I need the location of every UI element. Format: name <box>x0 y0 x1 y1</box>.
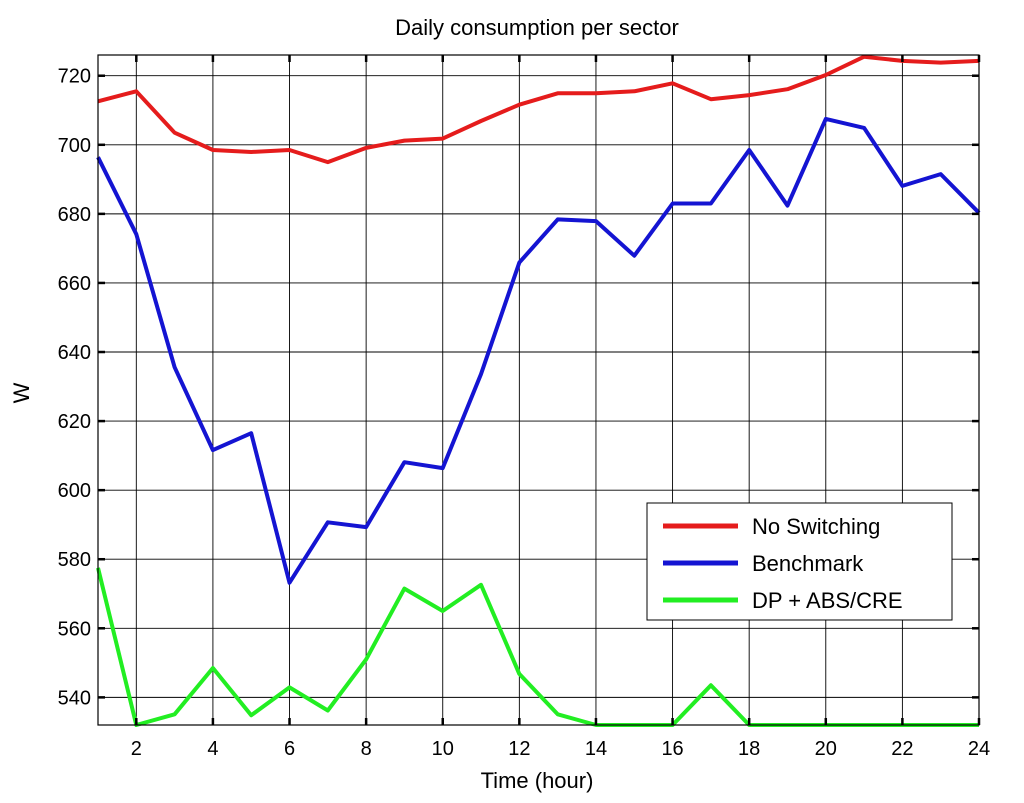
x-tick-label: 4 <box>207 738 218 760</box>
y-tick-label: 640 <box>58 342 91 364</box>
y-axis-label: W <box>9 382 34 403</box>
legend-label: Benchmark <box>752 551 864 576</box>
y-tick-label: 680 <box>58 204 91 226</box>
y-tick-label: 660 <box>58 273 91 295</box>
x-axis-label: Time (hour) <box>481 768 594 793</box>
x-tick-label: 12 <box>508 738 530 760</box>
legend: No Switching Benchmark DP + ABS/CRE <box>646 502 953 621</box>
x-tick-label: 8 <box>361 738 372 760</box>
x-tick-label: 22 <box>891 738 913 760</box>
y-tick-label: 620 <box>58 411 91 433</box>
x-tick-label: 16 <box>661 738 683 760</box>
x-tick-label: 2 <box>131 738 142 760</box>
x-tick-label: 20 <box>815 738 837 760</box>
y-tick-label: 600 <box>58 480 91 502</box>
x-tick-label: 18 <box>738 738 760 760</box>
legend-label: DP + ABS/CRE <box>752 588 903 613</box>
x-tick-label: 6 <box>284 738 295 760</box>
y-tick-label: 560 <box>58 618 91 640</box>
x-tick-label: 10 <box>432 738 454 760</box>
y-tick-label: 720 <box>58 66 91 88</box>
plot-area-border <box>97 54 980 726</box>
x-tick-label: 24 <box>968 738 990 760</box>
y-axis-ticks: 540 560 580 600 620 640 660 680 700 720 <box>58 66 979 709</box>
x-tick-label: 14 <box>585 738 607 760</box>
legend-label: No Switching <box>752 514 880 539</box>
series-line-no-switching <box>97 54 980 165</box>
y-tick-label: 540 <box>58 687 91 709</box>
y-tick-label: 580 <box>58 549 91 571</box>
chart-title: Daily consumption per sector <box>395 15 679 40</box>
x-axis-ticks: 2 4 6 8 10 12 14 16 18 20 22 24 <box>131 55 990 760</box>
series-line-benchmark <box>96 116 981 585</box>
y-tick-label: 700 <box>58 135 91 157</box>
